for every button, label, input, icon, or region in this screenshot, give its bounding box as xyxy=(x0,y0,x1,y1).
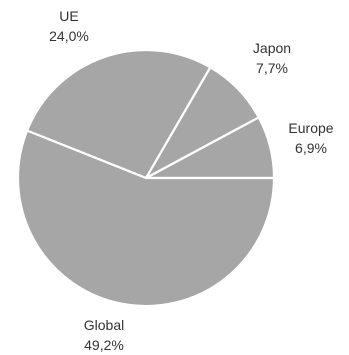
pie-label-japon: Japon xyxy=(253,40,291,56)
pie-labels: Europe 6,9% Japon 7,7% UE 24,0% Global 49,2% xyxy=(49,8,334,353)
pie-label-europe: Europe xyxy=(288,120,333,136)
pie-value-global: 49,2% xyxy=(84,337,124,353)
pie-slice-ue xyxy=(26,48,212,180)
pie-label-ue: UE xyxy=(59,8,78,24)
pie-value-europe: 6,9% xyxy=(295,140,327,156)
pie-value-japon: 7,7% xyxy=(256,60,288,76)
pie-slices xyxy=(16,48,276,308)
pie-value-ue: 24,0% xyxy=(49,28,89,44)
pie-slice-global xyxy=(16,129,276,308)
pie-label-global: Global xyxy=(84,317,124,333)
